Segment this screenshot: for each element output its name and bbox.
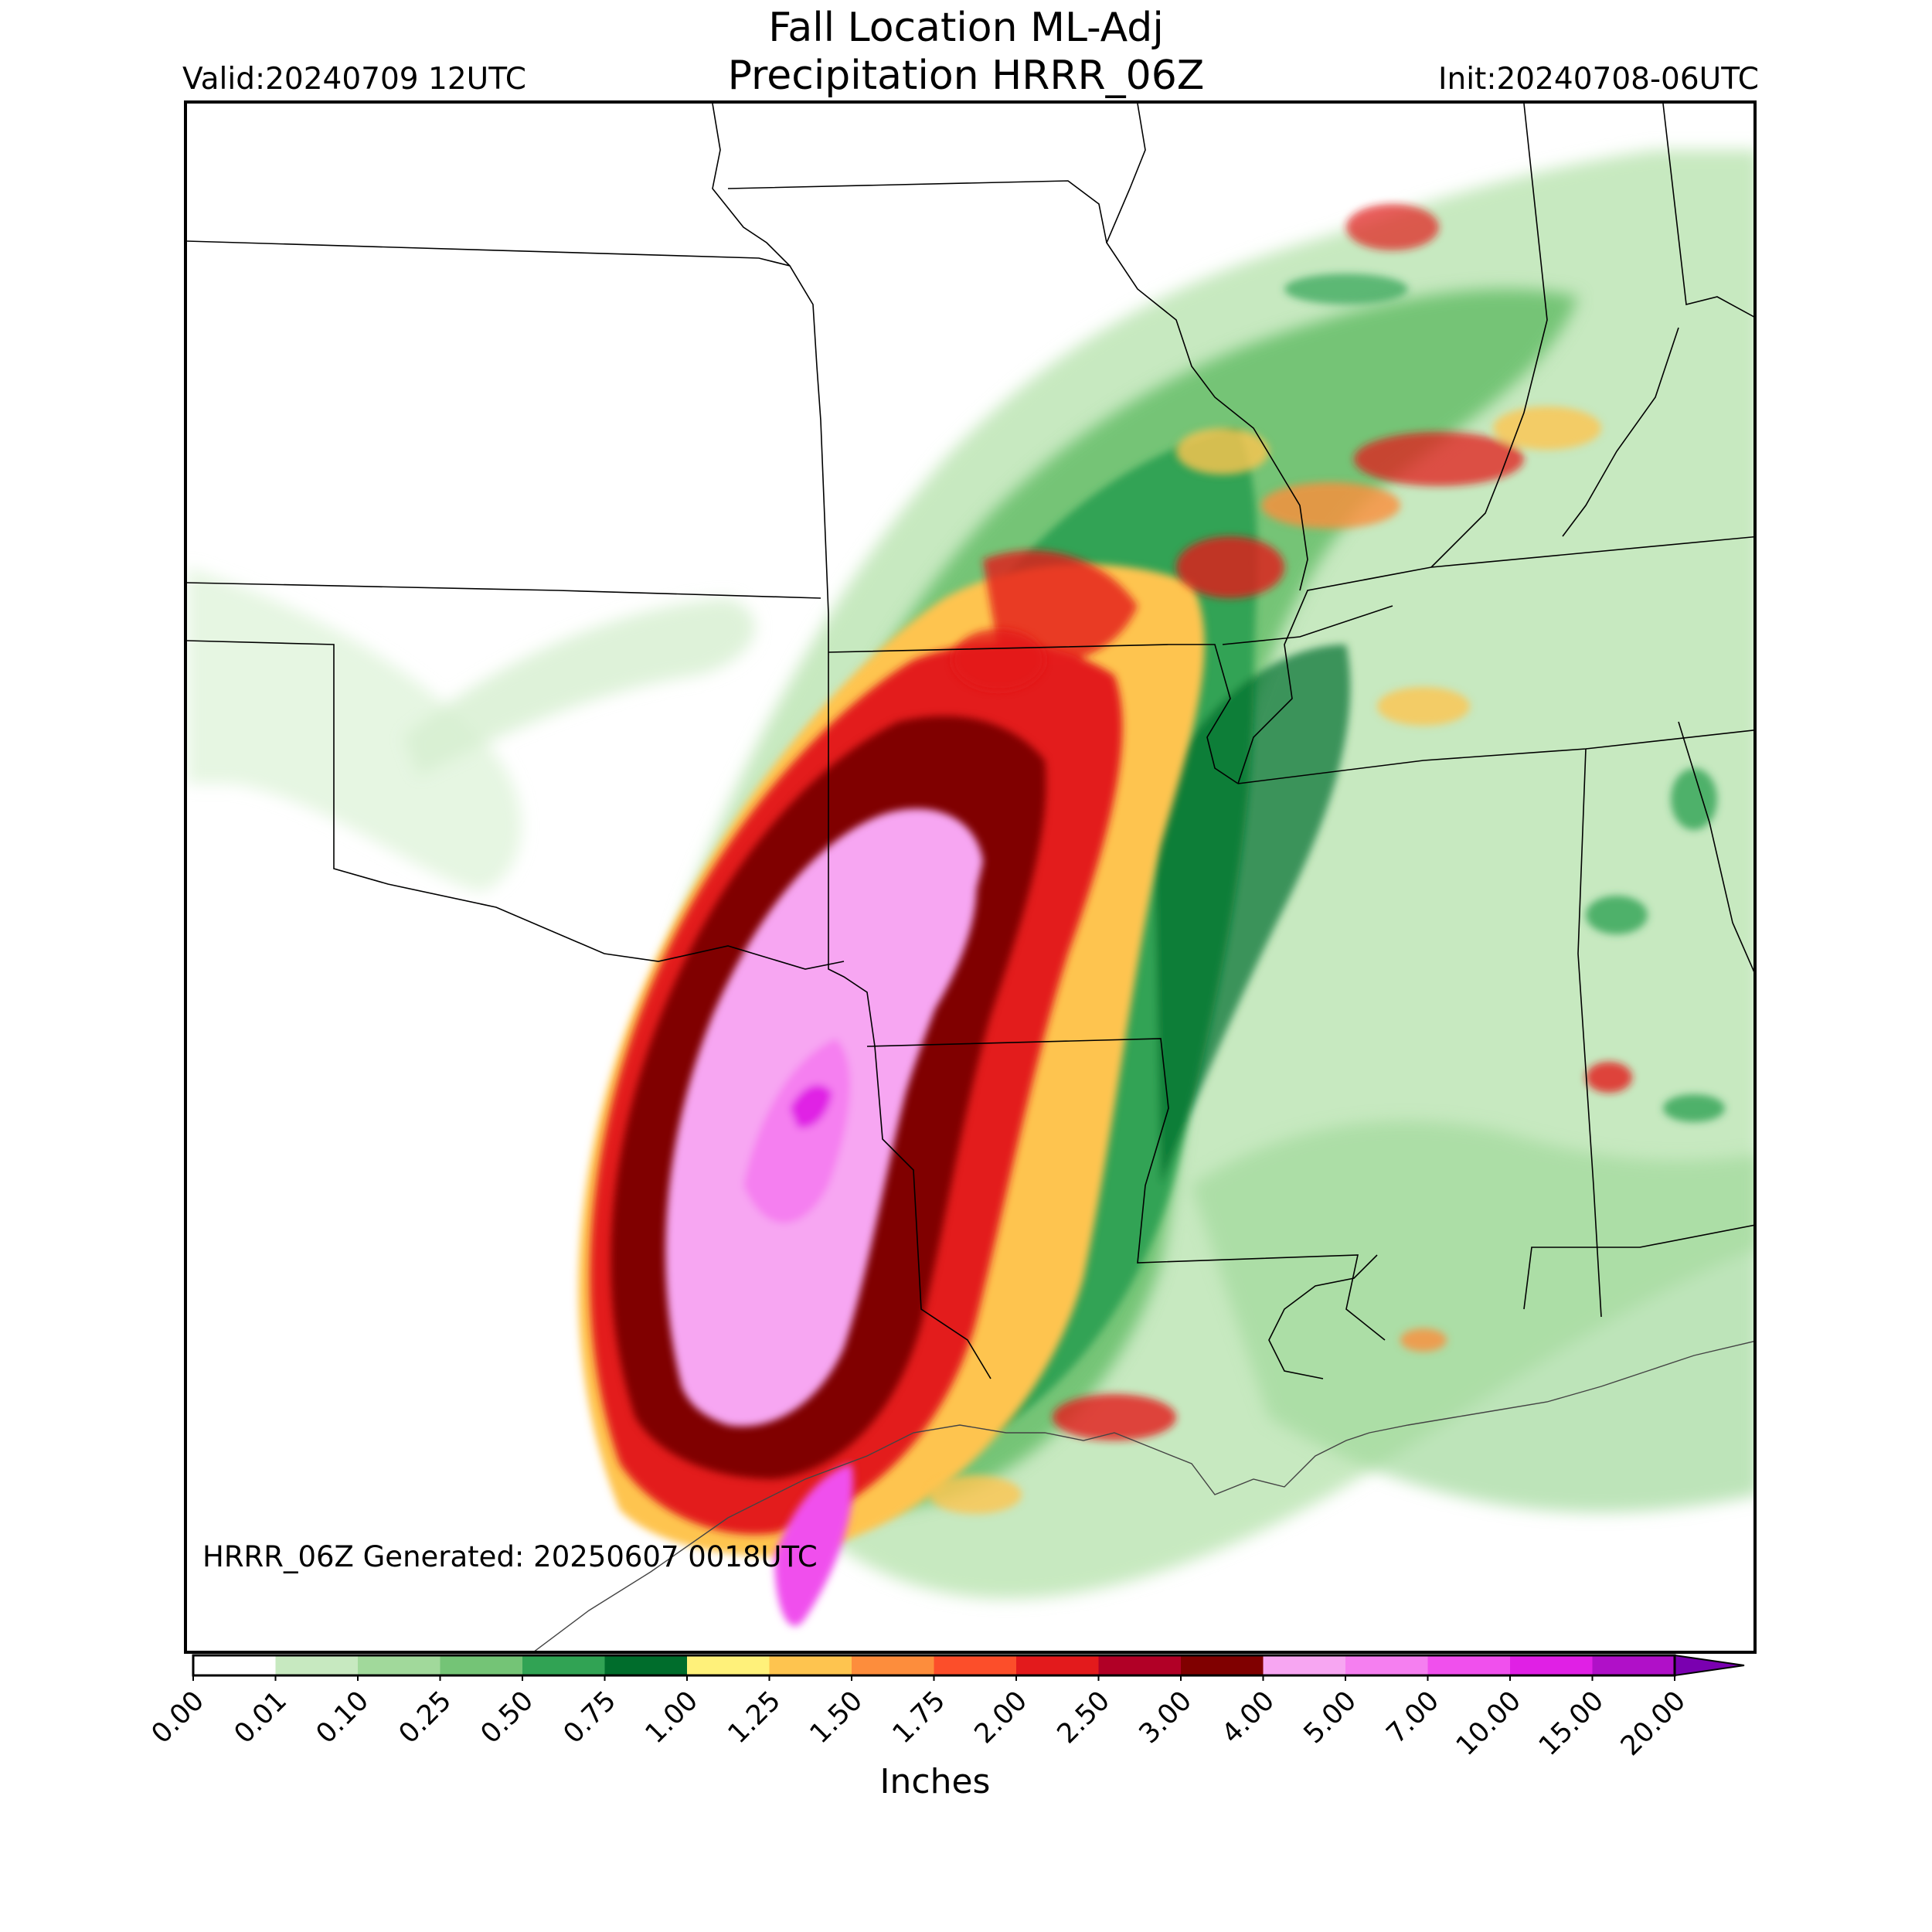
colorbar-tick-label: 7.00	[1380, 1685, 1445, 1750]
colorbar-segment	[934, 1655, 1017, 1675]
colorbar-tick-label: 20.00	[1615, 1685, 1692, 1762]
precipitation-map: HRRR_06Z Generated: 20250607 0018UTC	[184, 100, 1757, 1654]
colorbar-segment	[522, 1655, 605, 1675]
init-time-label: Init:20240708-06UTC	[1437, 62, 1759, 97]
colorbar-tick-label: 2.50	[1051, 1685, 1116, 1750]
colorbar-tick-label: 0.25	[393, 1685, 457, 1750]
colorbar-segment	[1098, 1655, 1182, 1675]
colorbar-tick-label: 1.50	[804, 1685, 869, 1750]
colorbar-tick-label: 0.50	[474, 1685, 540, 1750]
colorbar-tick-label: 0.10	[310, 1685, 376, 1750]
colorbar-tick-label: 2.00	[968, 1685, 1034, 1750]
colorbar-tick-label: 1.25	[722, 1685, 787, 1750]
colorbar-segment	[769, 1655, 852, 1675]
generated-timestamp: HRRR_06Z Generated: 20250607 0018UTC	[202, 1540, 818, 1573]
gulf-coastline	[534, 1341, 1753, 1651]
precip-pink-core	[665, 808, 983, 1627]
colorbar-tick-label: 0.75	[557, 1685, 622, 1750]
colorbar-segment	[1510, 1655, 1593, 1675]
map-title-line2: Precipitation HRRR_06Z	[727, 53, 1205, 99]
colorbar-tick-label: 0.01	[228, 1685, 293, 1750]
colorbar-tick-label: 15.00	[1532, 1685, 1610, 1762]
colorbar-segment	[604, 1655, 688, 1675]
colorbar-segment	[852, 1655, 934, 1675]
precip-scattered-cells	[929, 204, 1725, 1514]
colorbar-segment	[275, 1655, 359, 1675]
colorbar-segment	[1345, 1655, 1428, 1675]
colorbar-segment	[1263, 1655, 1346, 1675]
colorbar-tick-label: 5.00	[1298, 1685, 1363, 1750]
colorbar-segment	[440, 1655, 523, 1675]
map-canvas	[187, 104, 1753, 1651]
colorbar-tick-label: 3.00	[1133, 1685, 1199, 1750]
valid-time-label: Valid:20240709 12UTC	[182, 62, 526, 97]
colorbar-segment	[687, 1655, 770, 1675]
colorbar-extend-arrow	[1674, 1654, 1745, 1677]
colorbar-segment	[1181, 1655, 1264, 1675]
state-boundaries	[187, 104, 1753, 1379]
colorbar-tick-label: 1.75	[886, 1685, 951, 1750]
colorbar-segment	[1592, 1655, 1675, 1675]
colorbar-tick-label: 1.00	[639, 1685, 705, 1750]
colorbar-tick-label: 4.00	[1216, 1685, 1281, 1750]
map-title-line1: Fall Location ML-Adj	[768, 5, 1164, 51]
colorbar-tick-label: 10.00	[1451, 1685, 1528, 1762]
colorbar	[192, 1654, 1745, 1681]
colorbar-tick-label: 0.00	[145, 1685, 211, 1750]
colorbar-segment	[1427, 1655, 1511, 1675]
colorbar-label: Inches	[879, 1762, 991, 1801]
colorbar-segment	[193, 1655, 276, 1675]
colorbar-segment	[1016, 1655, 1099, 1675]
colorbar-segment	[358, 1655, 440, 1675]
